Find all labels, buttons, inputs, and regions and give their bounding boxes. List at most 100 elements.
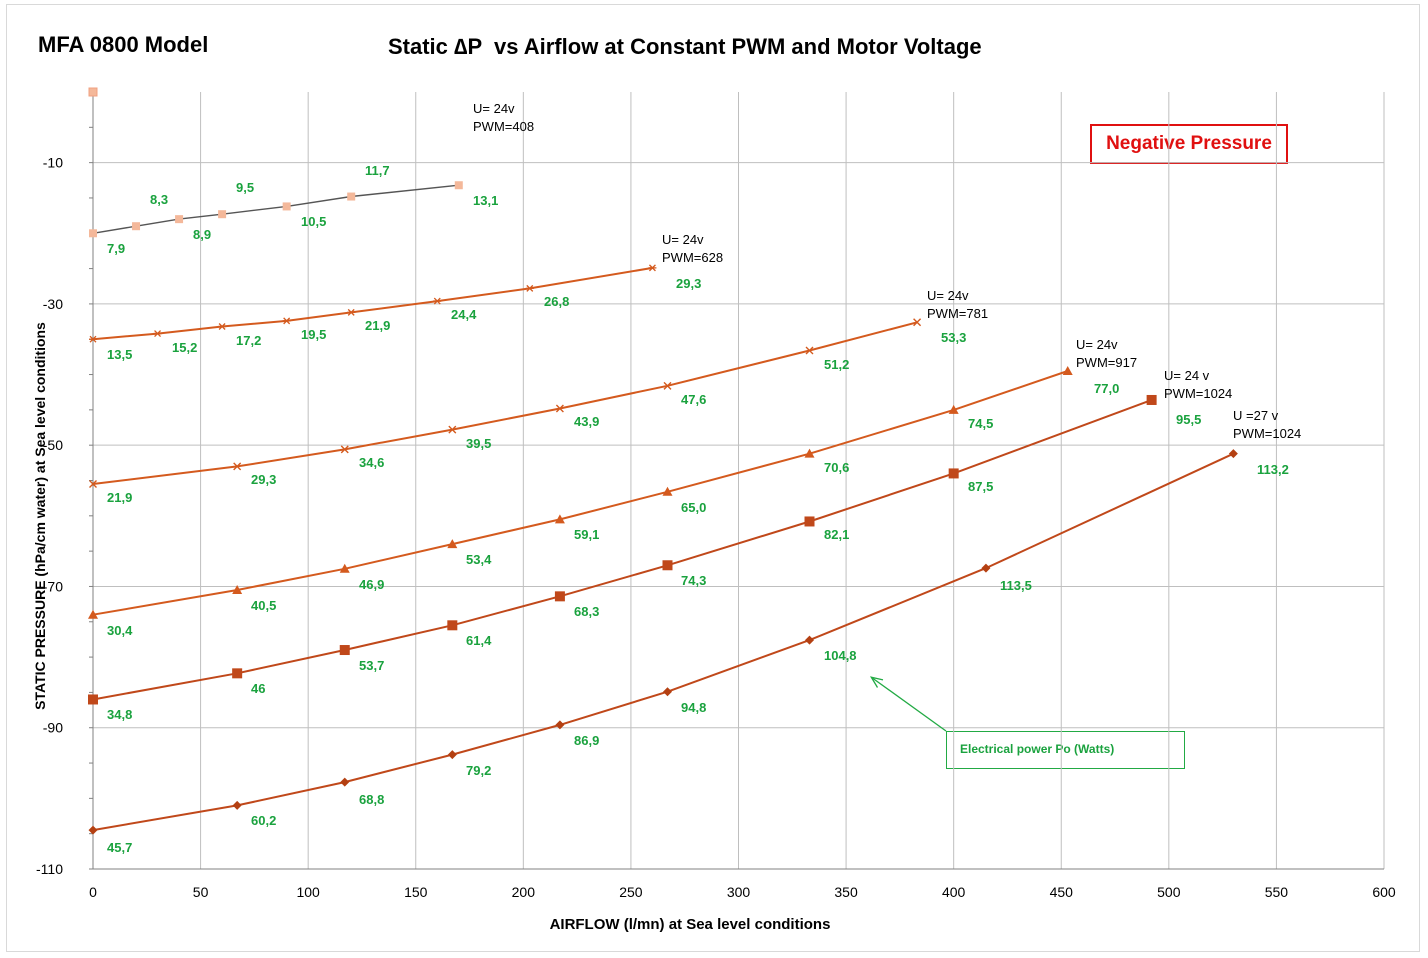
series-tag: PWM=917	[1076, 355, 1137, 370]
data-point	[454, 181, 463, 190]
x-tick-label: 150	[404, 884, 428, 900]
data-label: 29,3	[251, 472, 276, 487]
data-label: 29,3	[676, 276, 701, 291]
series-line	[92, 452, 1234, 832]
x-tick-label: 500	[1157, 884, 1181, 900]
data-point	[347, 192, 356, 201]
data-point	[555, 720, 565, 730]
x-tick-label: 350	[834, 884, 858, 900]
data-label: 86,9	[574, 733, 599, 748]
data-point	[948, 404, 959, 414]
data-label: 68,3	[574, 604, 599, 619]
x-tick-label: 250	[619, 884, 643, 900]
data-label: 74,5	[968, 416, 993, 431]
y-tick-label: -50	[43, 437, 63, 453]
series-tag: U= 24v	[1076, 337, 1118, 352]
data-point	[282, 202, 291, 211]
data-label: 46,9	[359, 577, 384, 592]
data-point	[662, 486, 673, 496]
series-tag: U= 24v	[927, 288, 969, 303]
data-point	[447, 750, 457, 760]
x-tick-label: 0	[89, 884, 97, 900]
series-line	[92, 266, 653, 341]
series-tag: U =27 v	[1233, 408, 1279, 423]
data-label: 113,2	[1257, 462, 1289, 477]
y-tick-label: -90	[43, 720, 63, 736]
data-label: 113,5	[1000, 578, 1032, 593]
data-label: 9,5	[236, 180, 254, 195]
annotation-arrow	[870, 676, 947, 732]
data-label: 68,8	[359, 792, 384, 807]
x-tick-label: 200	[512, 884, 536, 900]
series-2: 13,5 15,2 17,2 19,5 21,9 24,4 26,8 29,3 U= 24v PW…	[89, 232, 723, 362]
data-label: 43,9	[574, 414, 599, 429]
data-label: 11,7	[365, 163, 390, 178]
series-tag: U= 24v	[662, 232, 704, 247]
data-label: 79,2	[466, 763, 491, 778]
annotation-arrowhead	[869, 676, 884, 688]
data-label: 61,4	[466, 633, 492, 648]
data-point	[218, 210, 227, 219]
data-point	[1146, 394, 1157, 405]
power-annotation-box: Electrical power Po (Watts)	[946, 731, 1185, 769]
chart-frame	[6, 4, 1420, 952]
data-point	[339, 645, 350, 656]
data-point	[339, 563, 350, 573]
chart-title: Static ∆P vs Airflow at Constant PWM and…	[388, 34, 982, 59]
x-tick-label: 550	[1265, 884, 1289, 900]
data-point	[662, 560, 673, 571]
x-tick-label: 300	[727, 884, 751, 900]
data-point	[555, 404, 564, 413]
series-tag: PWM=1024	[1164, 386, 1232, 401]
data-point	[1062, 366, 1073, 376]
stray-marker	[88, 87, 98, 97]
series-line	[92, 321, 918, 485]
data-label: 39,5	[466, 436, 491, 451]
data-point	[948, 468, 959, 479]
data-label: 17,2	[236, 333, 261, 348]
data-point	[347, 308, 356, 316]
data-point	[88, 609, 98, 619]
data-label: 46	[251, 681, 265, 696]
data-label: 34,8	[107, 707, 132, 722]
data-point	[913, 318, 922, 327]
data-point	[89, 335, 97, 343]
data-point	[340, 445, 349, 454]
series-1: 7,9 8,3 8,9 9,5 10,5 11,7 13,1 U= 24v PWM=408	[89, 101, 534, 256]
data-point	[981, 563, 991, 573]
data-point	[804, 448, 815, 458]
data-label: 94,8	[681, 700, 706, 715]
data-point	[218, 323, 227, 330]
data-point	[232, 800, 242, 810]
data-label: 82,1	[824, 527, 849, 542]
data-label: 24,4	[451, 307, 477, 322]
data-point	[282, 317, 291, 325]
data-point	[648, 264, 657, 272]
series-tag: U= 24 v	[1164, 368, 1210, 383]
data-label: 15,2	[172, 340, 197, 355]
x-tick-label: 100	[296, 884, 320, 900]
data-label: 45,7	[107, 840, 132, 855]
data-label: 30,4	[107, 623, 133, 638]
data-label: 13,1	[473, 193, 498, 208]
series-line	[92, 370, 1069, 616]
data-point	[448, 425, 457, 434]
data-point	[132, 222, 141, 231]
data-label: 8,3	[150, 192, 168, 207]
series-tag: U= 24v	[473, 101, 515, 116]
data-label: 10,5	[301, 214, 326, 229]
data-point	[232, 668, 243, 679]
data-label: 60,2	[251, 813, 276, 828]
data-point	[525, 284, 534, 292]
series-line	[92, 184, 459, 234]
x-axis-label: AIRFLOW (l/mn) at Sea level conditions	[549, 916, 831, 933]
data-label: 34,6	[359, 455, 384, 470]
data-label: 95,5	[1176, 412, 1201, 427]
series-tag: PWM=628	[662, 250, 723, 265]
data-label: 26,8	[544, 294, 569, 309]
y-tick-label: -70	[43, 578, 63, 594]
data-point	[447, 620, 458, 631]
data-point	[433, 297, 442, 305]
data-label: 53,7	[359, 658, 384, 673]
data-point	[805, 635, 815, 645]
